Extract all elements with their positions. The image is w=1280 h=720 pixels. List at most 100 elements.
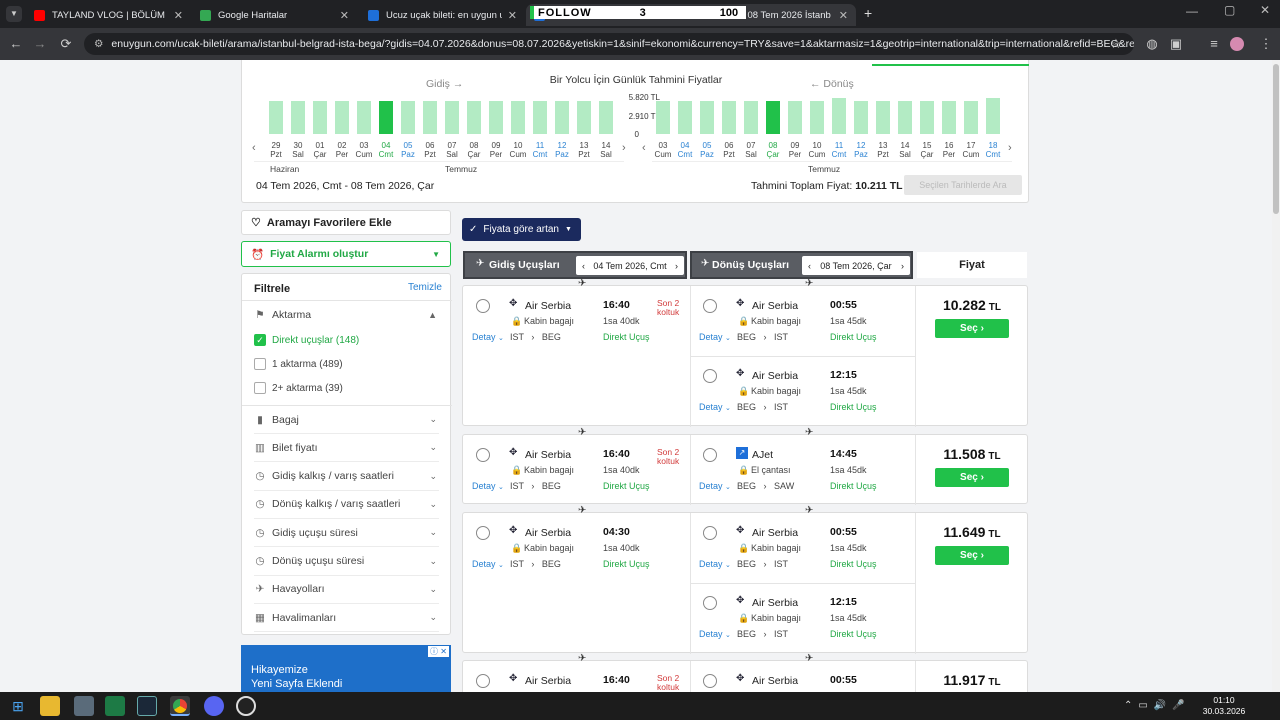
- clear-filters-link[interactable]: Temizle: [408, 282, 442, 293]
- flight-radio[interactable]: [703, 674, 717, 688]
- return-day-label[interactable]: 14 Sal: [894, 141, 916, 159]
- return-price-bar[interactable]: [920, 101, 934, 134]
- bookmark-star-icon[interactable]: ☆: [1110, 36, 1122, 51]
- one-stop-checkbox[interactable]: [254, 358, 266, 370]
- browser-tab[interactable]: Google Haritalar ✕: [192, 4, 357, 26]
- outbound-price-bar[interactable]: [445, 101, 459, 134]
- ad-info-icon[interactable]: ⓘ ✕: [428, 646, 449, 657]
- steam-icon[interactable]: [137, 696, 157, 716]
- return-price-bar[interactable]: [876, 101, 890, 134]
- return-price-bar[interactable]: [788, 101, 802, 134]
- outbound-day-label[interactable]: 06 Pzt: [419, 141, 441, 159]
- calculator-icon[interactable]: [74, 696, 94, 716]
- return-day-label[interactable]: 03 Cum: [652, 141, 674, 159]
- outbound-price-bar[interactable]: [291, 101, 305, 134]
- detail-link[interactable]: Detay ⌄: [699, 629, 731, 639]
- outbound-day-label[interactable]: 01 Çar: [309, 141, 331, 159]
- return-day-label[interactable]: 11 Cmt: [828, 141, 850, 159]
- outbound-price-bar[interactable]: [335, 101, 349, 134]
- detail-link[interactable]: Detay ⌄: [699, 481, 731, 491]
- outbound-prev-chevron-icon[interactable]: ‹: [252, 142, 256, 154]
- puzzle-icon[interactable]: ▣: [1169, 36, 1183, 51]
- outbound-price-bar[interactable]: [577, 101, 591, 134]
- flight-radio[interactable]: [476, 299, 490, 313]
- outbound-price-bar[interactable]: [467, 101, 481, 134]
- flight-radio[interactable]: [703, 526, 717, 540]
- outbound-day-label[interactable]: 13 Pzt: [573, 141, 595, 159]
- filter-6[interactable]: ◷ Dönüş uçuşu süresi ⌄: [254, 548, 439, 576]
- file-explorer-icon[interactable]: [40, 696, 60, 716]
- return-price-bar[interactable]: [678, 101, 692, 134]
- detail-link[interactable]: Detay ⌄: [472, 481, 504, 491]
- return-price-bar[interactable]: [942, 101, 956, 134]
- outbound-price-bar[interactable]: [599, 101, 613, 134]
- return-price-bar[interactable]: [722, 101, 736, 134]
- outbound-price-bar[interactable]: [511, 101, 525, 134]
- outbound-price-bar[interactable]: [269, 101, 283, 134]
- return-day-label[interactable]: 17 Cum: [960, 141, 982, 159]
- advertisement-banner[interactable]: ⓘ ✕ Hikayemize Yeni Sayfa Eklendi: [241, 645, 451, 692]
- two-plus-stop-label[interactable]: 2+ aktarma (39): [272, 383, 343, 394]
- outbound-price-bar[interactable]: [555, 101, 569, 134]
- filter-1[interactable]: ▮ Bagaj ⌄: [254, 406, 439, 434]
- detail-link[interactable]: Detay ⌄: [699, 332, 731, 342]
- outbound-price-bar[interactable]: [357, 101, 371, 134]
- chevron-right-icon[interactable]: ›: [900, 260, 904, 271]
- return-day-label[interactable]: 10 Cum: [806, 141, 828, 159]
- flight-radio[interactable]: [703, 299, 717, 313]
- outbound-price-bar[interactable]: [401, 101, 415, 134]
- chevron-left-icon[interactable]: ‹: [808, 260, 811, 271]
- select-flight-button[interactable]: Seç ›: [935, 546, 1009, 565]
- flight-radio[interactable]: [476, 674, 490, 688]
- search-selected-dates-button[interactable]: Seçilen Tarihlerde Ara: [904, 175, 1022, 195]
- outbound-next-chevron-icon[interactable]: ›: [622, 142, 626, 154]
- return-price-bar[interactable]: [700, 101, 714, 134]
- return-date-selector[interactable]: ‹ 08 Tem 2026, Çar ›: [802, 256, 910, 275]
- page-scrollbar[interactable]: [1272, 60, 1280, 692]
- return-price-bar[interactable]: [810, 101, 824, 134]
- outbound-price-bar[interactable]: [423, 101, 437, 134]
- outbound-day-label[interactable]: 09 Per: [485, 141, 507, 159]
- return-day-label[interactable]: 05 Paz: [696, 141, 718, 159]
- outbound-day-label[interactable]: 10 Cum: [507, 141, 529, 159]
- outbound-day-label[interactable]: 11 Cmt: [529, 141, 551, 159]
- return-day-label[interactable]: 09 Per: [784, 141, 806, 159]
- return-day-label[interactable]: 08 Çar: [762, 141, 784, 159]
- restore-button[interactable]: ▢: [1224, 3, 1236, 17]
- outbound-day-label[interactable]: 07 Sal: [441, 141, 463, 159]
- browser-tab[interactable]: Ucuz uçak bileti: en uygun uçak bi ✕: [360, 4, 525, 26]
- filter-7[interactable]: ✈ Havayolları ⌄: [254, 576, 439, 604]
- return-day-label[interactable]: 13 Pzt: [872, 141, 894, 159]
- new-tab-button[interactable]: +: [864, 5, 873, 21]
- flight-radio[interactable]: [476, 526, 490, 540]
- excel-icon[interactable]: [105, 696, 125, 716]
- browser-tab[interactable]: TAYLAND VLOG | BÖLÜM 2 PHUKE ✕: [26, 4, 191, 26]
- detail-link[interactable]: Detay ⌄: [472, 332, 504, 342]
- close-tab-icon[interactable]: ✕: [339, 9, 349, 22]
- site-settings-icon[interactable]: ⚙: [94, 38, 104, 50]
- scrollbar-thumb[interactable]: [1273, 64, 1279, 214]
- flight-radio[interactable]: [476, 448, 490, 462]
- return-price-bar[interactable]: [986, 98, 1000, 134]
- outbound-price-bar[interactable]: [489, 101, 503, 134]
- outbound-day-label[interactable]: 29 Pzt: [265, 141, 287, 159]
- return-day-label[interactable]: 15 Çar: [916, 141, 938, 159]
- outbound-price-bar[interactable]: [313, 101, 327, 134]
- return-day-label[interactable]: 16 Per: [938, 141, 960, 159]
- outbound-day-label[interactable]: 04 Cmt: [375, 141, 397, 159]
- chevron-left-icon[interactable]: ‹: [582, 260, 585, 271]
- close-tab-icon[interactable]: ✕: [173, 9, 183, 22]
- outbound-day-label[interactable]: 05 Paz: [397, 141, 419, 159]
- one-stop-label[interactable]: 1 aktarma (489): [272, 359, 343, 370]
- discord-icon[interactable]: [204, 696, 224, 716]
- filter-2[interactable]: ▥ Bilet fiyatı ⌄: [254, 434, 439, 463]
- chevron-right-icon[interactable]: ›: [675, 260, 678, 271]
- detail-link[interactable]: Detay ⌄: [699, 402, 731, 412]
- tab-list-chevron-icon[interactable]: ▼: [6, 6, 22, 22]
- media-icon[interactable]: ≡: [1210, 36, 1218, 51]
- return-price-bar[interactable]: [854, 101, 868, 134]
- outbound-day-label[interactable]: 12 Paz: [551, 141, 573, 159]
- filter-5[interactable]: ◷ Gidiş uçuşu süresi ⌄: [254, 519, 439, 548]
- close-tab-icon[interactable]: ✕: [838, 9, 848, 22]
- flight-radio[interactable]: [703, 369, 717, 383]
